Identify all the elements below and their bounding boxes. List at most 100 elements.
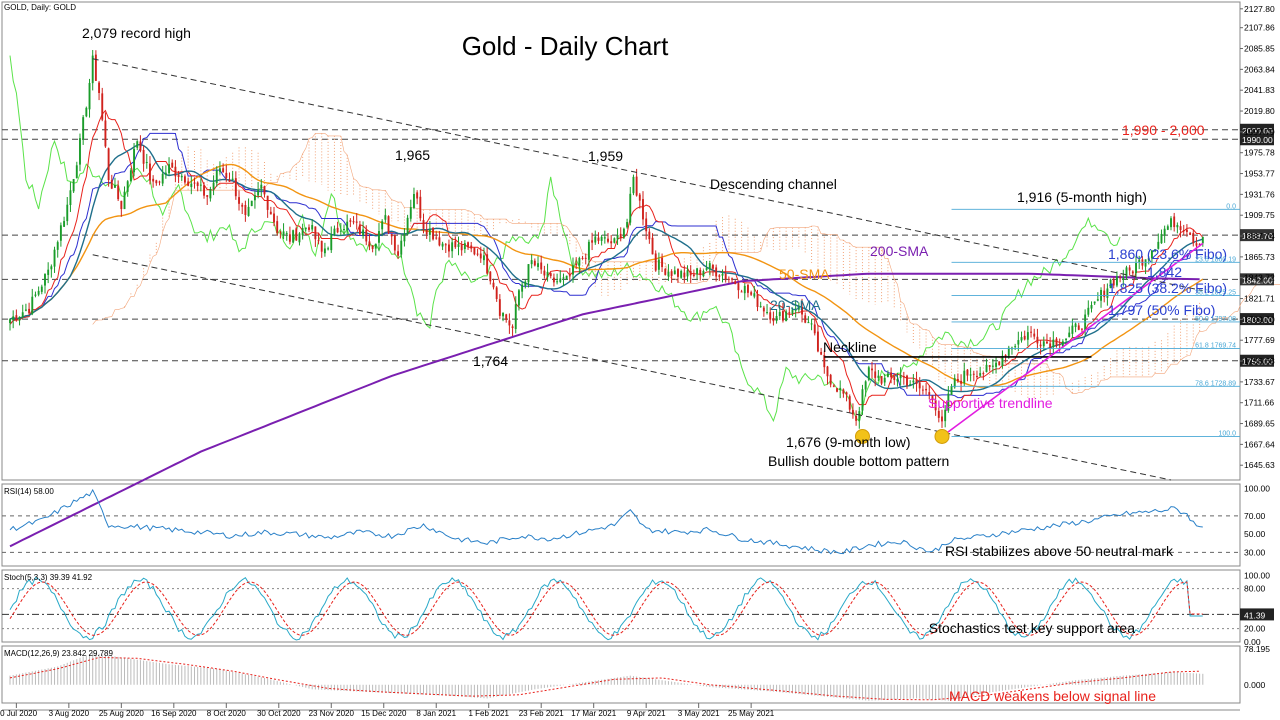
candle-bull — [632, 176, 635, 194]
candle-bear — [15, 315, 18, 321]
candle-bull — [1166, 226, 1169, 230]
candle-bull — [594, 236, 597, 243]
candle-bull — [215, 170, 218, 184]
candle-bull — [413, 194, 415, 208]
candle-bear — [826, 366, 829, 377]
candle-bull — [212, 182, 215, 190]
candle-bear — [820, 351, 823, 355]
candle-bull — [743, 285, 746, 294]
x-tick-label: 8 Oct 2020 — [207, 709, 247, 718]
candle-bear — [486, 254, 489, 274]
candle-bear — [273, 213, 275, 223]
candle-bull — [482, 255, 485, 261]
candle-bull — [285, 233, 288, 235]
candle-bull — [995, 362, 998, 367]
chikou-line — [9, 55, 1121, 423]
candle-bear — [1055, 338, 1058, 346]
stoch-annotation: Stochastics test key support area — [929, 620, 1135, 636]
candle-bull — [963, 370, 966, 383]
candle-bull — [180, 175, 183, 178]
candle-bear — [661, 257, 664, 268]
sma20-line — [9, 143, 1204, 393]
candle-bull — [1135, 263, 1137, 274]
candle-bear — [1103, 290, 1106, 298]
candle-bear — [1189, 232, 1192, 235]
candle-bear — [1036, 336, 1039, 344]
candle-bear — [117, 185, 120, 200]
candle-bear — [960, 380, 963, 384]
candle-bear — [712, 264, 714, 269]
candle-bull — [705, 268, 708, 270]
macd-signal-line — [9, 656, 1200, 701]
candle-bull — [333, 228, 336, 235]
candle-bear — [393, 235, 396, 251]
candle-bull — [330, 234, 333, 251]
candle-bull — [1115, 276, 1118, 286]
y-tick-label: 1997.79 — [1244, 127, 1275, 137]
candle-bull — [260, 184, 263, 189]
stoch-tick-label: 100.00 — [1244, 570, 1270, 580]
x-tick-label: 1 Feb 2021 — [468, 709, 509, 718]
candle-bear — [98, 82, 101, 93]
candle-bear — [769, 312, 772, 320]
candle-bull — [530, 260, 533, 265]
candle-bull — [1163, 228, 1166, 236]
candle-bull — [403, 233, 406, 242]
candle-bear — [893, 376, 896, 380]
y-tick-label: 1843.72 — [1244, 273, 1275, 283]
candle-bear — [365, 230, 368, 242]
candle-bear — [314, 226, 317, 240]
candle-bull — [114, 184, 116, 188]
candle-bull — [947, 393, 950, 411]
candle-bull — [791, 309, 794, 314]
candle-bear — [801, 306, 803, 315]
candle-bear — [998, 361, 1001, 366]
candle-bull — [556, 281, 559, 283]
candle-bull — [253, 195, 256, 201]
candle-bull — [133, 148, 136, 173]
candle-bull — [867, 367, 870, 380]
candle-bear — [988, 365, 991, 367]
candle-bull — [1093, 301, 1096, 304]
candle-bear — [747, 284, 749, 293]
stoch-tick-label: 0.00 — [1244, 637, 1261, 647]
candle-bull — [53, 249, 56, 267]
macd-tick-label: 78.195 — [1244, 644, 1270, 654]
candle-bear — [772, 318, 775, 322]
candle-bull — [12, 316, 15, 320]
candle-bear — [575, 263, 578, 266]
candle-bull — [161, 173, 164, 184]
candle-bull — [409, 207, 412, 219]
stoch-box-label: 41.39 — [1244, 610, 1266, 620]
candle-bull — [406, 217, 409, 235]
candle-bear — [228, 179, 231, 182]
candle-bull — [546, 271, 549, 278]
candle-bear — [552, 277, 555, 283]
candle-bull — [603, 237, 606, 239]
candle-bull — [1138, 259, 1141, 263]
candle-bull — [298, 233, 301, 243]
candle-bull — [864, 381, 867, 390]
y-tick-label: 2127.80 — [1244, 4, 1275, 14]
candle-bull — [514, 304, 517, 330]
candle-bear — [972, 373, 975, 375]
candle-bull — [502, 313, 504, 317]
candle-bull — [667, 271, 670, 277]
candle-bull — [1201, 236, 1204, 244]
candle-bear — [731, 278, 734, 280]
candle-bull — [778, 312, 781, 317]
candle-bear — [635, 176, 638, 196]
candle-bear — [498, 299, 501, 316]
x-tick-label: 15 Dec 2020 — [361, 709, 407, 718]
price-box — [1240, 229, 1274, 242]
symbol-label: GOLD, Daily: GOLD — [4, 3, 76, 12]
annotation-label: 20-SMA — [770, 297, 821, 313]
candle-bull — [753, 293, 756, 297]
candle-bull — [877, 375, 880, 378]
rsi-tick-label: 30.00 — [1244, 547, 1266, 557]
stoch-tick-label: 80.00 — [1244, 584, 1266, 594]
panel-frame-2 — [1, 483, 1241, 567]
stoch-tick-label: 20.00 — [1244, 624, 1266, 634]
candle-bull — [622, 228, 625, 238]
candle-bear — [874, 371, 877, 378]
